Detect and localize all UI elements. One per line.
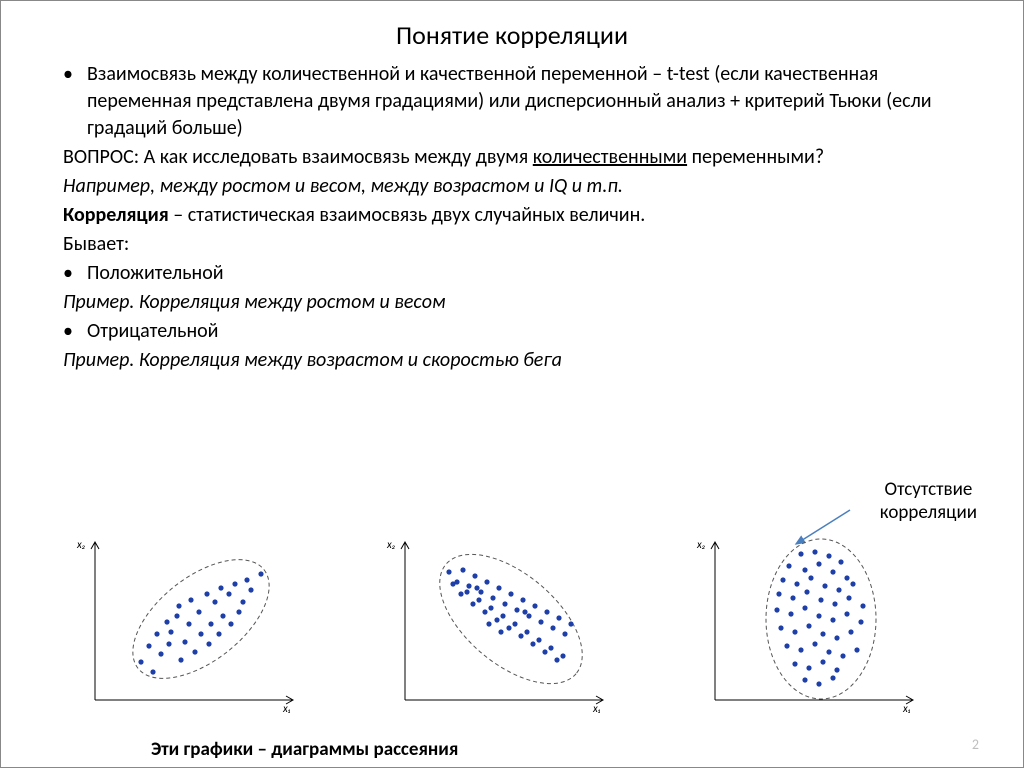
definition-term: Корреляция (63, 203, 169, 227)
question-line: ВОПРОС: А как исследовать взаимосвязь ме… (63, 144, 983, 171)
bullet-mark: • (63, 61, 87, 142)
svg-text:x₁: x₁ (902, 702, 911, 714)
question-tail: переменными? (687, 145, 824, 169)
question-underline: количественными (533, 145, 687, 169)
example-negative: Пример. Корреляция между возрастом и ско… (63, 347, 983, 374)
annotation-no-correlation: Отсутствие корреляции (880, 479, 977, 525)
charts-row: x₂ x₁ x₂ x₁ x₂ x₁ (71, 534, 921, 714)
svg-text:x₂: x₂ (386, 538, 395, 551)
svg-text:x₁: x₁ (282, 702, 291, 714)
definition-rest: – статистическая взаимосвязь двух случай… (169, 203, 646, 227)
bullet-1-text: Взаимосвязь между количественной и качес… (87, 61, 983, 142)
type-negative: Отрицательной (87, 318, 219, 345)
scatter-chart-none: x₂ x₁ (691, 534, 921, 714)
slide-title: Понятие корреляции (41, 19, 983, 51)
example-positive: Пример. Корреляция между ростом и весом (63, 289, 983, 316)
scatter-chart-negative: x₂ x₁ (381, 534, 611, 714)
example-1: Например, между ростом и весом, между во… (63, 173, 983, 200)
svg-text:x₁: x₁ (592, 702, 601, 714)
svg-text:x₂: x₂ (696, 538, 705, 551)
type-positive: Положительной (87, 260, 224, 287)
annotation-line2: корреляции (880, 502, 977, 525)
bullet-mark: • (63, 260, 87, 287)
bullet-1: • Взаимосвязь между количественной и кач… (63, 61, 983, 142)
bullet-negative: • Отрицательной (63, 318, 983, 345)
svg-text:x₂: x₂ (76, 538, 85, 551)
charts-caption: Эти графики – диаграммы рассеяния (151, 738, 458, 761)
definition: Корреляция – статистическая взаимосвязь … (63, 202, 983, 229)
scatter-chart-positive: x₂ x₁ (71, 534, 301, 714)
question-lead: ВОПРОС: А как исследовать взаимосвязь ме… (63, 145, 533, 169)
types-lead: Бывает: (63, 231, 983, 258)
annotation-line1: Отсутствие (880, 479, 977, 502)
slide-content: • Взаимосвязь между количественной и кач… (41, 61, 983, 374)
bullet-mark: • (63, 318, 87, 345)
bullet-positive: • Положительной (63, 260, 983, 287)
page-number: 2 (972, 736, 979, 753)
